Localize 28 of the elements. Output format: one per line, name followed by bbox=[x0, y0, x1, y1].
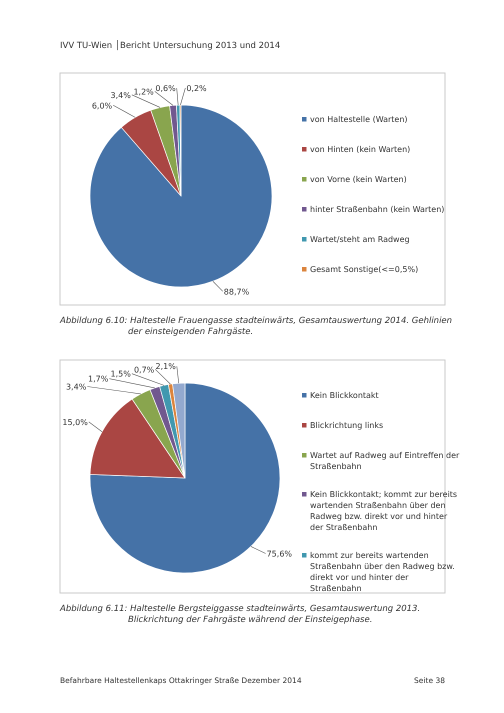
data-label: 1,7% bbox=[88, 374, 109, 384]
legend-label: Wartet auf Radweg auf Eintreffen der Straßenbahn bbox=[310, 451, 460, 471]
data-label: 0,2% bbox=[186, 84, 208, 93]
legend-label: Kein Blickkontakt; kommt zur bereits wartenden Straßenbahn über den Radweg bzw. direkt vor und hinter der Straßenbahn bbox=[310, 490, 458, 532]
legend-label: von Vorne (kein Warten) bbox=[310, 175, 407, 184]
data-label: 3,4% bbox=[66, 382, 87, 392]
legend-label: Gesamt Sonstige(<=0,5%) bbox=[310, 265, 418, 274]
data-label: 15,0% bbox=[62, 418, 88, 427]
text: Abbildung 6.10: Haltestelle Frauengasse stadteinwärts, Gesamtauswertung 2014. Gehlinien der einsteigenden Fahrgäste. bbox=[59, 316, 452, 337]
data-label: 88,7% bbox=[224, 287, 250, 296]
data-label: 1,2% bbox=[133, 87, 154, 96]
legend-label: hinter Straßenbahn (kein Warten) bbox=[310, 205, 444, 214]
data-label: 0,7% bbox=[134, 365, 155, 374]
data-label: 75,6% bbox=[266, 550, 292, 559]
legend-label: von Hinten (kein Warten) bbox=[310, 145, 410, 154]
data-label: 3,4% bbox=[110, 90, 132, 100]
legend-label: Wartet/steht am Radweg bbox=[310, 235, 410, 244]
legend-label: Kein Blickkontakt bbox=[310, 391, 379, 400]
text: Abbildung 6.11: Haltestelle Bergsteiggasse stadteinwärts, Gesamtauswertung 2013. Blickrichtung der Fahrgäste während der Einsteigephase. bbox=[59, 604, 420, 625]
data-label: 0,6% bbox=[155, 84, 176, 94]
data-label: 6,0% bbox=[92, 101, 113, 110]
data-label: 1,5% bbox=[110, 370, 132, 379]
legend-label: kommt zur bereits wartenden Straßenbahn über den Radweg bzw. direkt vor und hinter der Straßenbahn bbox=[310, 551, 455, 593]
legend-label: von Haltestelle (Warten) bbox=[310, 115, 408, 124]
legend-label: Blickrichtung links bbox=[310, 421, 384, 430]
data-label: 2,1% bbox=[155, 362, 176, 372]
text: IVV TU-Wien │Bericht Untersuchung 2013 und 2014 bbox=[60, 40, 280, 51]
pie-slice bbox=[90, 104, 272, 288]
